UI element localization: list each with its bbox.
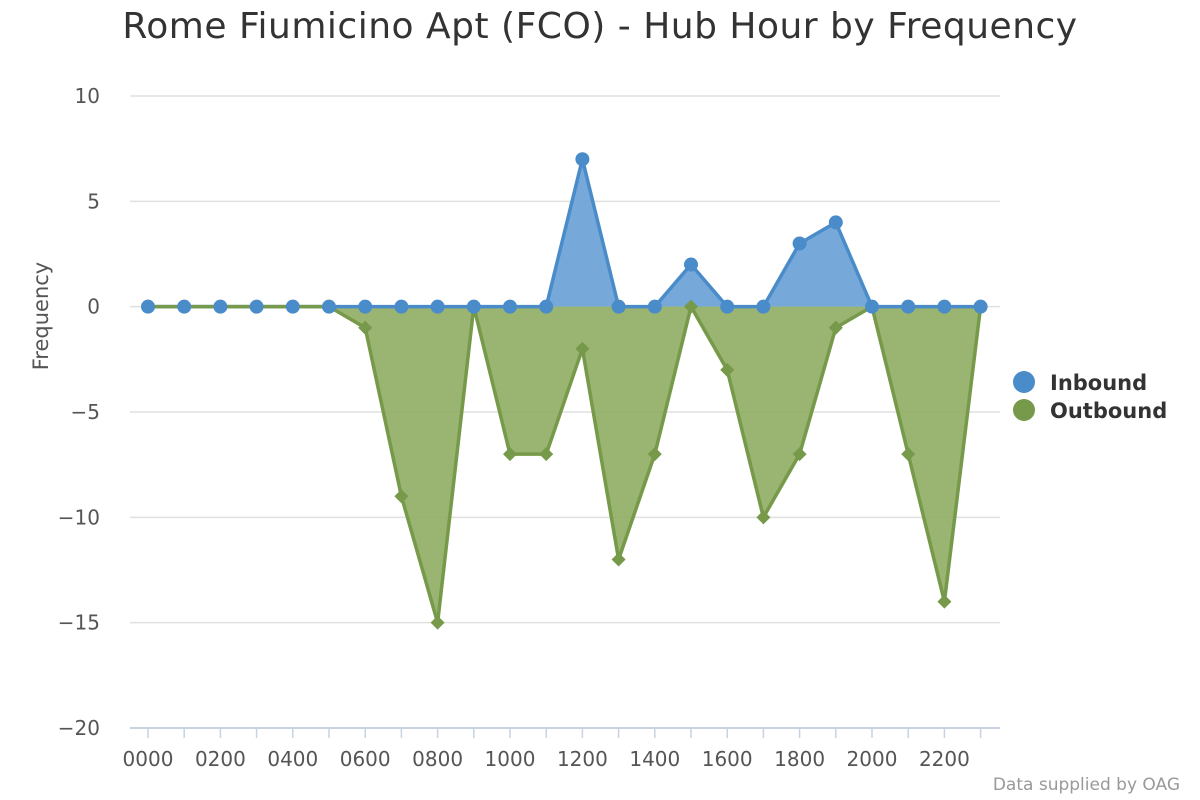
y-tick-label: −5: [71, 400, 100, 424]
inbound-point[interactable]: [539, 299, 554, 314]
chart-title: Rome Fiumicino Apt (FCO) - Hub Hour by F…: [122, 6, 1078, 47]
inbound-area: [148, 159, 981, 307]
y-tick-label: 5: [87, 189, 100, 213]
inbound-point[interactable]: [503, 299, 517, 314]
outbound-area: [148, 306, 981, 623]
outbound-point[interactable]: [792, 447, 807, 462]
legend-inbound-marker[interactable]: [1013, 371, 1035, 393]
x-tick-label: 2000: [847, 747, 898, 771]
inbound-point[interactable]: [322, 299, 336, 314]
outbound-point[interactable]: [358, 320, 373, 335]
x-tick-label: 0200: [195, 747, 246, 771]
grid-lines: [130, 95, 1000, 729]
inbound-point[interactable]: [430, 299, 445, 314]
outbound-point[interactable]: [394, 489, 409, 504]
x-tick-label: 1600: [702, 747, 753, 771]
series-areas: [148, 159, 981, 623]
inbound-point[interactable]: [285, 299, 300, 314]
x-tick-label: 0800: [412, 747, 463, 771]
outbound-point[interactable]: [430, 615, 445, 630]
outbound-point[interactable]: [575, 341, 590, 356]
inbound-point[interactable]: [213, 299, 228, 314]
outbound-point[interactable]: [503, 447, 517, 462]
x-tick-label: 0000: [123, 747, 174, 771]
inbound-point[interactable]: [611, 299, 626, 314]
y-tick-label: −15: [58, 611, 100, 635]
inbound-point[interactable]: [684, 257, 698, 272]
legend-inbound-label[interactable]: Inbound: [1050, 371, 1147, 395]
inbound-point[interactable]: [177, 299, 192, 314]
outbound-point[interactable]: [611, 552, 626, 567]
y-tick-label: −20: [58, 716, 100, 740]
legend-outbound-label[interactable]: Outbound: [1050, 399, 1167, 423]
y-tick-label: −10: [58, 505, 100, 529]
x-tick-label: 1800: [774, 747, 825, 771]
outbound-point[interactable]: [901, 447, 916, 462]
x-tick-label: 0400: [267, 747, 318, 771]
inbound-point[interactable]: [466, 299, 481, 314]
inbound-point[interactable]: [973, 299, 988, 314]
x-tick-label: 1000: [485, 747, 536, 771]
outbound-point[interactable]: [937, 594, 952, 609]
inbound-point[interactable]: [901, 299, 916, 314]
data-credit[interactable]: Data supplied by OAG: [993, 775, 1180, 795]
inbound-point[interactable]: [720, 299, 735, 314]
inbound-point[interactable]: [865, 299, 879, 314]
outbound-point[interactable]: [647, 447, 662, 462]
legend[interactable]: Inbound Outbound: [1013, 371, 1167, 423]
inbound-point[interactable]: [756, 299, 771, 314]
inbound-point[interactable]: [792, 236, 807, 251]
outbound-point[interactable]: [539, 447, 554, 462]
y-tick-label: 10: [75, 84, 100, 108]
inbound-point[interactable]: [394, 299, 409, 314]
axes: 10 5 0 −5 −10 −15 −20 0000 0200 0400 0600 0800 1000 1…: [29, 84, 982, 771]
outbound-point[interactable]: [828, 320, 843, 335]
inbound-point[interactable]: [249, 299, 264, 314]
y-tick-label: 0: [87, 295, 100, 319]
inbound-point[interactable]: [141, 299, 155, 314]
x-tick-label: 2200: [919, 747, 970, 771]
inbound-point[interactable]: [358, 299, 373, 314]
x-tick-label: 1200: [557, 747, 608, 771]
outbound-point[interactable]: [720, 362, 735, 377]
inbound-point[interactable]: [937, 299, 952, 314]
outbound-point[interactable]: [756, 510, 771, 525]
legend-outbound-marker[interactable]: [1013, 399, 1035, 421]
inbound-point[interactable]: [575, 152, 590, 167]
inbound-point[interactable]: [828, 215, 843, 230]
inbound-point[interactable]: [647, 299, 662, 314]
y-axis-label: Frequency: [29, 262, 53, 371]
series-markers: [141, 152, 988, 630]
x-tick-label: 0600: [340, 747, 391, 771]
x-tick-label: 1400: [629, 747, 680, 771]
outbound-point[interactable]: [684, 299, 698, 314]
